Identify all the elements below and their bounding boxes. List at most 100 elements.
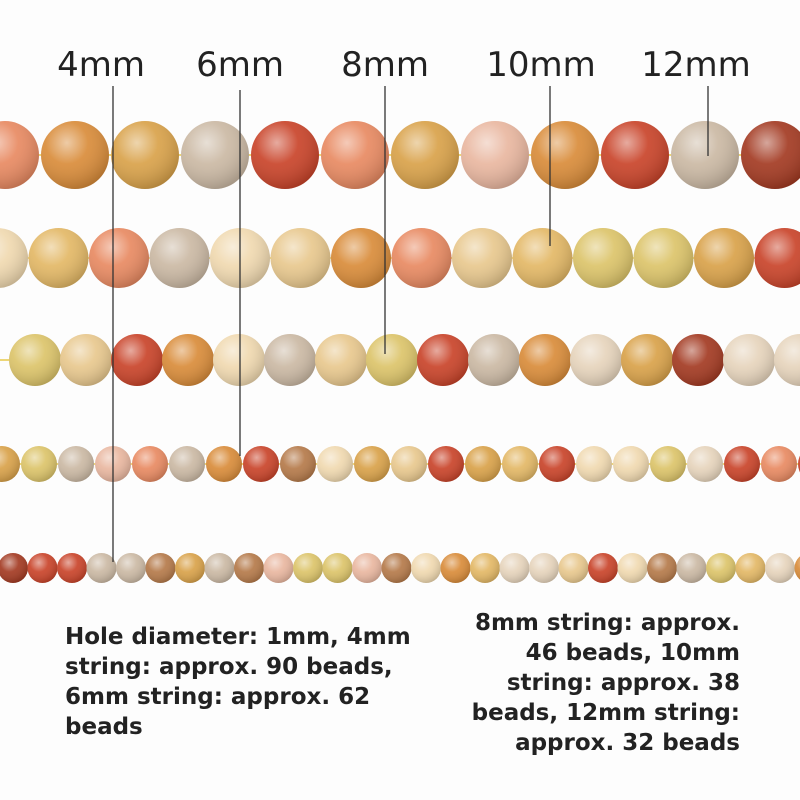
bead-shine [741, 121, 800, 189]
bead-shine [0, 228, 28, 288]
bead-shine [352, 553, 382, 583]
bead-shine [149, 228, 210, 288]
bead-shine [9, 334, 61, 386]
bead-shine [89, 228, 149, 288]
bead-shine [0, 553, 28, 583]
bead-shine [60, 334, 112, 386]
bead-shine [428, 446, 464, 482]
bead-shine [331, 228, 391, 288]
bead-shine [694, 228, 754, 288]
bead-shine [461, 121, 529, 189]
bead-shine [452, 228, 512, 288]
bead-shine [280, 446, 316, 482]
bead-shine [633, 228, 694, 288]
bead-shine [391, 121, 459, 189]
bead-shine [529, 553, 559, 583]
note: Hole diameter: 1mm, 4mm string: approx. … [65, 624, 411, 740]
bead-shine [519, 334, 571, 386]
bead-shine [181, 121, 249, 189]
bead-shine [417, 334, 469, 386]
bead-shine [468, 334, 520, 386]
leader-lines [112, 86, 709, 562]
note: 8mm string: approx. 46 beads, 10mm strin… [471, 610, 740, 756]
bead-shine [724, 446, 760, 482]
bead-shine [502, 446, 538, 482]
bead-shine [440, 553, 471, 583]
bead-shine [264, 334, 316, 386]
bead-shine [111, 334, 163, 386]
bead-shine [391, 446, 427, 482]
bead-shine [251, 121, 319, 189]
bead-shine [213, 334, 265, 386]
bead-shine [111, 121, 179, 189]
bead-shine [0, 446, 20, 482]
bead-shine [411, 553, 441, 583]
bead-shine [132, 446, 168, 482]
bead-shine [293, 553, 323, 583]
bead-shine [465, 446, 501, 482]
bead-shine [765, 553, 795, 583]
bead-shine [588, 553, 618, 583]
bead-shine [175, 553, 205, 583]
bead-shine [676, 553, 707, 583]
bead-shine [576, 446, 612, 482]
bead-shine [672, 334, 724, 386]
bead-shine [315, 334, 367, 386]
bead-shine [243, 446, 279, 482]
bead-shine [116, 553, 146, 583]
bead-shine [512, 228, 573, 288]
bead-shine [322, 553, 353, 583]
bead-shine [263, 553, 294, 583]
bead-shine [723, 334, 775, 386]
bead-shine [774, 334, 800, 386]
size-label: 4mm [57, 45, 145, 85]
bead-shine [650, 446, 686, 482]
bead-shine [617, 553, 648, 583]
bead-strings [0, 121, 800, 583]
bead-shine [391, 228, 452, 288]
bead-shine [270, 228, 331, 288]
bead-shine [531, 121, 599, 189]
bead-shine [621, 334, 673, 386]
bead-shine [735, 553, 766, 583]
bead-shine [145, 553, 176, 583]
bead-shine [761, 446, 797, 482]
bead-shine [573, 228, 633, 288]
size-label: 8mm [341, 45, 429, 85]
bead-shine [27, 553, 58, 583]
size-label: 10mm [486, 45, 596, 85]
bead-shine [647, 553, 677, 583]
bead-shine [570, 334, 622, 386]
bead-shine [706, 553, 736, 583]
bead-shine [671, 121, 739, 189]
bead-shine [366, 334, 418, 386]
bead-shine [234, 553, 264, 583]
bead-shine [381, 553, 412, 583]
bead-shine [21, 446, 57, 482]
bead-shine [321, 121, 389, 189]
bead-shine [687, 446, 723, 482]
bead-shine [601, 121, 669, 189]
bead-shine [499, 553, 530, 583]
bead-shine [28, 228, 89, 288]
size-label: 12mm [641, 45, 751, 85]
bead-shine [41, 121, 109, 189]
bead-shine [58, 446, 94, 482]
bead-shine [206, 446, 242, 482]
bead-shine [539, 446, 575, 482]
bead-shine [794, 556, 800, 580]
bead-shine [354, 446, 390, 482]
bead-shine [204, 553, 235, 583]
bead-shine [57, 553, 87, 583]
bead-shine [754, 228, 800, 288]
bead-shine [317, 446, 353, 482]
bead-shine [558, 553, 589, 583]
bead-shine [0, 121, 39, 189]
bead-shine [86, 553, 117, 583]
bead-shine [470, 553, 500, 583]
bead-shine [169, 446, 205, 482]
bead-shine [613, 446, 649, 482]
bead-shine [162, 334, 214, 386]
